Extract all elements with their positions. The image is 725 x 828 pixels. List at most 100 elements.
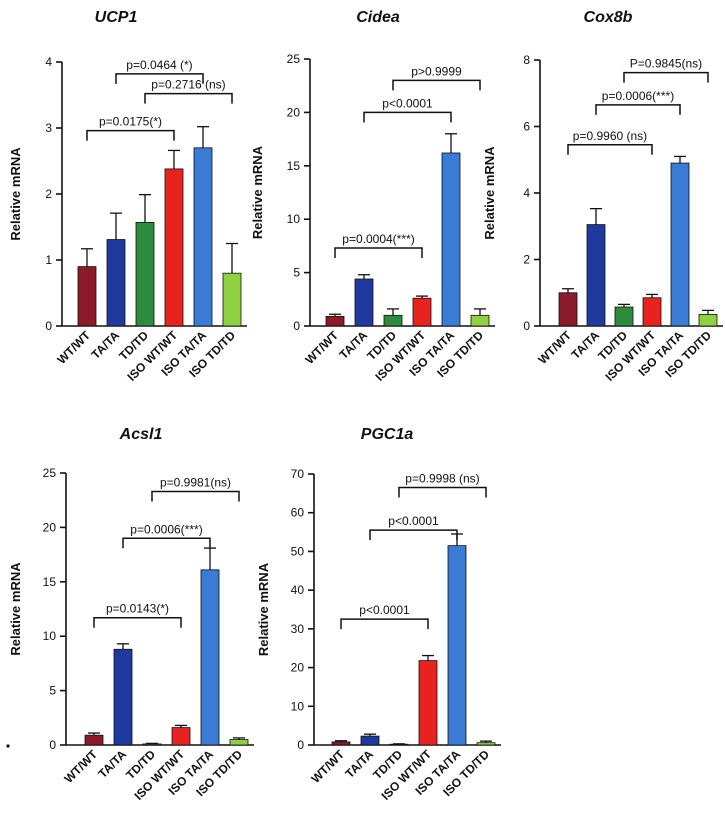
chart-5-y-tick-label-3: 30 bbox=[291, 622, 305, 636]
chart-5-y-tick-label-6: 60 bbox=[291, 506, 305, 520]
chart-2-x-label-0: WT/WT bbox=[302, 328, 341, 367]
chart-3-title: Cox8b bbox=[584, 9, 633, 26]
chart-2-bar-2 bbox=[383, 314, 403, 327]
chart-3-y-tick-label-3: 6 bbox=[523, 120, 530, 134]
chart-3-y-tick-label-4: 8 bbox=[523, 53, 530, 67]
chart-4-y-tick-label-4: 20 bbox=[43, 520, 57, 534]
chart-5-y-tick-label-5: 50 bbox=[291, 544, 305, 558]
chart-5-y-tick-label-2: 20 bbox=[291, 661, 305, 675]
chart-3-bracket-label-2: p=0.9960 (ns) bbox=[573, 129, 647, 143]
chart-2-bracket-label-0: p>0.9999 bbox=[411, 64, 462, 78]
chart-4-title: Acsl1 bbox=[119, 426, 163, 443]
chart-4-x-label-1: TA/TA bbox=[96, 747, 130, 781]
chart-5-bracket-label-2: p<0.0001 bbox=[359, 603, 410, 617]
chart-2-bracket-label-1: p<0.0001 bbox=[382, 96, 433, 110]
chart-1-title: UCP1 bbox=[95, 9, 138, 26]
chart-5-x-label-0: WT/WT bbox=[308, 747, 347, 786]
chart-2-y-tick-label-2: 10 bbox=[287, 212, 301, 226]
chart-1-ylabel: Relative mRNA bbox=[8, 147, 23, 241]
chart-2-bracket-2 bbox=[334, 247, 423, 259]
chart-5-bracket-0 bbox=[398, 486, 487, 498]
chart-2-bracket-0 bbox=[392, 79, 481, 91]
chart-3-x-label-0: WT/WT bbox=[535, 328, 574, 367]
chart-2-bar-5 bbox=[470, 314, 490, 327]
chart-5-title: PGC1a bbox=[361, 426, 414, 443]
chart-1-bracket-2 bbox=[86, 129, 175, 141]
chart-2-bracket-label-2: p=0.0004(***) bbox=[342, 232, 414, 246]
stray-dot bbox=[6, 744, 10, 748]
chart-5-bar-3 bbox=[418, 660, 438, 746]
chart-3-bar-1 bbox=[586, 224, 606, 327]
chart-4-y-tick-label-5: 25 bbox=[43, 466, 57, 480]
chart-4-bar-4 bbox=[200, 569, 220, 746]
chart-5-y-tick-label-7: 70 bbox=[291, 467, 305, 481]
chart-5-y-tick-label-4: 40 bbox=[291, 583, 305, 597]
chart-3-bracket-2 bbox=[567, 144, 653, 155]
chart-5-bracket-label-1: p<0.0001 bbox=[388, 514, 439, 528]
chart-2-y-tick-label-3: 15 bbox=[287, 159, 301, 173]
chart-1-bar-4 bbox=[193, 147, 213, 327]
chart-1-y-tick-label-4: 4 bbox=[45, 55, 52, 69]
chart-3-y-tick-label-0: 0 bbox=[523, 319, 530, 333]
chart-4-bracket-label-2: p=0.0143(*) bbox=[106, 602, 169, 616]
chart-2-bar-1 bbox=[354, 278, 374, 327]
chart-3-y-tick-label-1: 2 bbox=[523, 253, 530, 267]
chart-2-y-tick-label-5: 25 bbox=[287, 52, 301, 66]
chart-5-y-tick-label-0: 0 bbox=[297, 738, 304, 752]
chart-1-bar-5 bbox=[222, 272, 242, 327]
chart-5-bar-5 bbox=[476, 742, 496, 746]
chart-5-bar-4 bbox=[447, 545, 467, 746]
chart-1-y-tick-label-3: 3 bbox=[45, 121, 52, 135]
chart-4-ylabel: Relative mRNA bbox=[8, 562, 23, 656]
chart-2-y-tick-label-0: 0 bbox=[293, 319, 300, 333]
chart-3-ylabel: Relative mRNA bbox=[482, 146, 497, 240]
chart-1-y-tick-label-2: 2 bbox=[45, 187, 52, 201]
chart-1-bracket-1 bbox=[144, 92, 233, 104]
chart-3-bar-3 bbox=[642, 297, 662, 327]
chart-4-bar-1 bbox=[113, 648, 133, 746]
chart-5-x-label-1: TA/TA bbox=[343, 747, 377, 781]
chart-1-bracket-label-2: p=0.0175(*) bbox=[99, 115, 162, 129]
chart-4-x-label-0: WT/WT bbox=[61, 747, 100, 786]
chart-4-bracket-1 bbox=[122, 537, 211, 549]
chart-4-bracket-0 bbox=[151, 490, 240, 502]
chart-3-x-label-1: TA/TA bbox=[569, 328, 603, 362]
chart-4-bar-0 bbox=[84, 734, 104, 746]
chart-2-bar-4 bbox=[441, 152, 461, 327]
chart-1-bracket-label-1: p=0.2716 (ns) bbox=[151, 78, 225, 92]
chart-2-y-tick-label-4: 20 bbox=[287, 105, 301, 119]
chart-3-bar-5 bbox=[698, 313, 718, 327]
chart-3-bracket-0 bbox=[623, 71, 709, 83]
chart-4-bracket-label-1: p=0.0006(***) bbox=[130, 522, 202, 536]
chart-1-bar-3 bbox=[164, 168, 184, 327]
chart-3-y-tick-label-2: 4 bbox=[523, 186, 530, 200]
chart-1-x-label-1: TA/TA bbox=[89, 328, 123, 362]
chart-4-bracket-label-0: p=0.9981(ns) bbox=[160, 475, 231, 489]
chart-4-bar-5 bbox=[229, 739, 249, 746]
chart-1-y-tick-label-0: 0 bbox=[45, 319, 52, 333]
chart-2-bracket-1 bbox=[363, 111, 452, 123]
chart-4-bar-2 bbox=[142, 743, 162, 746]
chart-1-bracket-0 bbox=[115, 73, 204, 84]
chart-4-y-tick-label-1: 5 bbox=[49, 684, 56, 698]
chart-3-bracket-label-0: P=0.9845(ns) bbox=[630, 57, 702, 71]
chart-2-bar-3 bbox=[412, 297, 432, 327]
chart-1-bar-0 bbox=[77, 266, 97, 327]
chart-2-x-label-1: TA/TA bbox=[337, 328, 371, 362]
chart-5-bracket-label-0: p=0.9998 (ns) bbox=[405, 472, 479, 486]
chart-3-bracket-label-1: p=0.0006(***) bbox=[602, 89, 674, 103]
chart-4-y-tick-label-3: 15 bbox=[43, 575, 57, 589]
chart-1-y-tick-label-1: 1 bbox=[45, 253, 52, 267]
chart-1-bracket-label-0: p=0.0464 (*) bbox=[126, 58, 192, 72]
chart-2-bar-0 bbox=[325, 315, 345, 327]
chart-4-bar-3 bbox=[171, 727, 191, 746]
chart-1-bar-2 bbox=[135, 221, 155, 327]
chart-5-ylabel: Relative mRNA bbox=[256, 562, 271, 656]
chart-1-bar-1 bbox=[106, 239, 126, 327]
chart-5-bracket-2 bbox=[340, 618, 429, 630]
chart-3-bar-0 bbox=[558, 292, 578, 327]
chart-4-y-tick-label-2: 10 bbox=[43, 629, 57, 643]
chart-2-ylabel: Relative mRNA bbox=[250, 145, 265, 239]
chart-3-bracket-1 bbox=[595, 104, 681, 115]
